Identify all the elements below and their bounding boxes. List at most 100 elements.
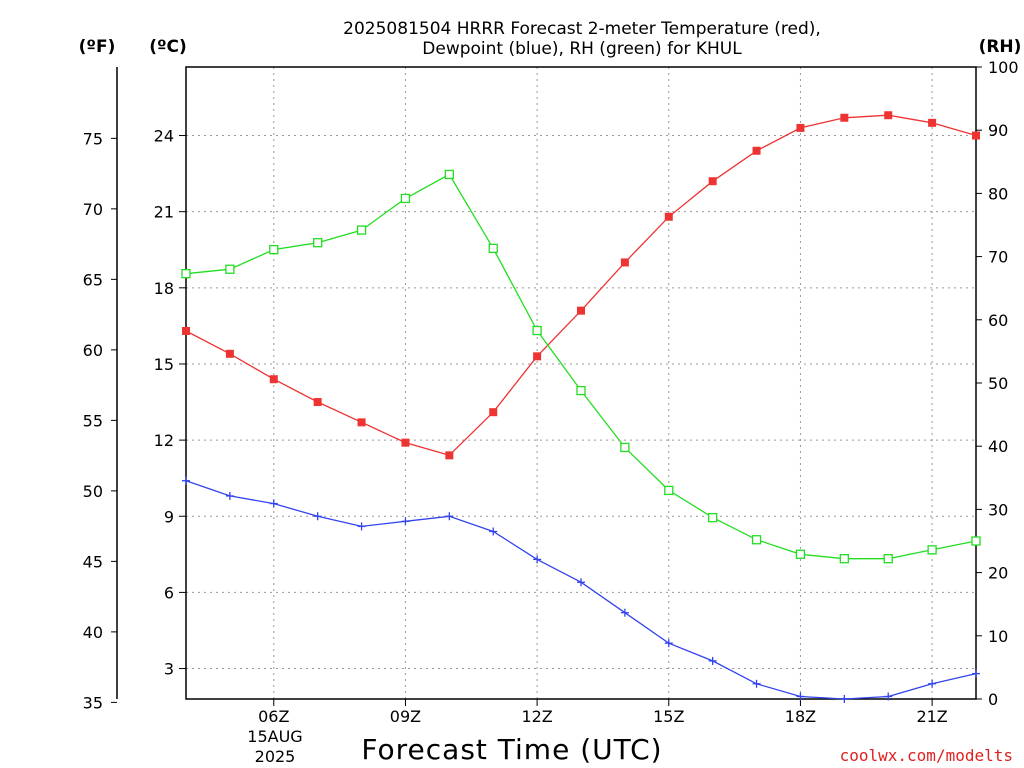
rh-tick-label: 0 (988, 690, 998, 709)
dewpoint-point (840, 695, 849, 703)
rh-point (971, 536, 981, 546)
temperature-point (928, 118, 937, 127)
celsius-tick-label: 15 (154, 355, 174, 374)
temperature-point (577, 306, 585, 315)
rh-point (708, 512, 718, 523)
temperature-point (357, 418, 366, 427)
rh-point (400, 193, 411, 204)
x-tick-label: 18Z (785, 707, 816, 726)
x-tick-label: 09Z (390, 707, 421, 726)
rh-tick-label: 30 (988, 500, 1008, 519)
rh-point (356, 225, 367, 235)
celsius-tick-label: 9 (164, 507, 174, 526)
rh-tick-label: 40 (988, 437, 1008, 456)
dewpoint-point (533, 555, 542, 564)
grid-lines (186, 67, 976, 699)
fahrenheit-unit-label: (ºF) (79, 37, 116, 57)
rh-tick-label: 80 (988, 184, 1008, 203)
dewpoint-point (664, 639, 673, 648)
dewpoint-point (884, 692, 893, 701)
chart-title-line-2: Dewpoint (blue), RH (green) for KHUL (422, 39, 742, 59)
fahrenheit-tick-label: 70 (83, 200, 103, 219)
dewpoint-point (401, 517, 410, 526)
rh-point (664, 485, 674, 496)
dewpoint-line (185, 480, 977, 700)
x-tick-label: 21Z (916, 707, 947, 726)
celsius-unit-label: (ºC) (149, 37, 187, 57)
rh-tick-label: 10 (988, 627, 1008, 646)
temperature-point (664, 212, 673, 221)
rh-unit-label: (RH) (979, 37, 1022, 57)
dewpoint-point (752, 679, 761, 688)
temperature-point (533, 352, 542, 361)
temperature-point (401, 438, 410, 447)
credit-label: coolwx.com/modelts (840, 746, 1013, 765)
fahrenheit-tick-label: 65 (83, 270, 103, 289)
rh-point (927, 545, 937, 555)
data-series (181, 111, 981, 703)
plot-frame (185, 66, 977, 700)
x-tick-label: 12Z (521, 707, 552, 726)
celsius-tick-label: 21 (154, 203, 174, 222)
dewpoint-point (972, 669, 980, 678)
dewpoint-point (269, 499, 278, 508)
temperature-point (313, 398, 322, 407)
x-tick-label: 15Z (653, 707, 684, 726)
rh-tick-label: 100 (988, 58, 1019, 77)
dewpoint-point (225, 491, 234, 500)
x-axis-label: Forecast Time (UTC) (361, 733, 662, 766)
rh-point (488, 243, 498, 254)
celsius-tick-label: 12 (154, 431, 174, 450)
rh-point (620, 442, 630, 453)
temperature-point (489, 408, 498, 417)
axes: 06Z 09Z 12Z 15Z 18Z 21Z 3 6 9 12 15 18 21 24 35 40 45 50 5… (83, 58, 1019, 726)
rh-point (795, 549, 806, 559)
fahrenheit-tick-label: 40 (83, 623, 103, 642)
rh-tick-label: 20 (988, 564, 1008, 583)
celsius-tick-label: 3 (164, 660, 174, 679)
rh-point (225, 264, 235, 274)
rh-point (444, 169, 454, 180)
dewpoint-point (489, 527, 498, 536)
temperature-point (884, 111, 893, 120)
date-line-2: 2025 (255, 747, 296, 766)
celsius-tick-label: 24 (154, 127, 174, 146)
rh-point (181, 269, 191, 279)
rh-point (839, 554, 849, 564)
dewpoint-point (708, 656, 717, 665)
temperature-point (620, 258, 629, 267)
dewpoint-point (313, 512, 322, 521)
dewpoint-point (357, 522, 366, 531)
rh-point (576, 385, 586, 396)
temperature-point (708, 177, 717, 186)
temperature-point (269, 375, 278, 384)
dewpoint-point (620, 608, 629, 617)
rh-point (883, 554, 893, 564)
rh-tick-label: 60 (988, 311, 1008, 330)
temperature-point (182, 326, 190, 335)
temperature-point (840, 113, 849, 122)
temperature-point (796, 123, 805, 132)
fahrenheit-tick-label: 45 (83, 552, 103, 571)
temperature-line (185, 114, 977, 457)
rh-point (269, 244, 279, 255)
rh-tick-label: 70 (988, 248, 1008, 267)
dewpoint-point (182, 476, 190, 485)
rh-line (185, 173, 977, 560)
rh-point (313, 238, 323, 248)
fahrenheit-tick-label: 50 (83, 482, 103, 501)
dewpoint-point (796, 692, 805, 701)
date-line-1: 15AUG (247, 727, 302, 746)
fahrenheit-tick-label: 55 (83, 411, 103, 430)
temperature-point (445, 451, 454, 460)
x-tick-label: 06Z (258, 707, 289, 726)
fahrenheit-tick-label: 35 (83, 693, 103, 712)
dewpoint-point (577, 578, 585, 587)
fahrenheit-tick-label: 75 (83, 129, 103, 148)
celsius-tick-label: 6 (164, 583, 174, 602)
dewpoint-point (445, 512, 454, 521)
chart-title-line-1: 2025081504 HRRR Forecast 2-meter Tempera… (343, 19, 821, 39)
temperature-point (752, 146, 761, 155)
temperature-point (972, 131, 980, 140)
